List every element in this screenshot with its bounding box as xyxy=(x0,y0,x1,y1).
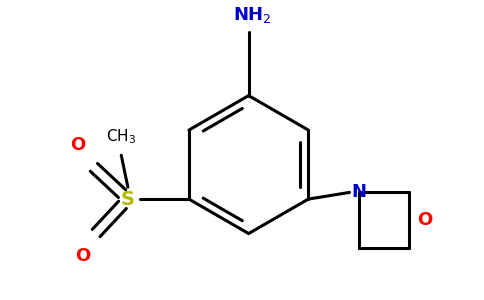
Text: S: S xyxy=(121,190,135,208)
Text: NH$_2$: NH$_2$ xyxy=(233,5,272,25)
Text: O: O xyxy=(417,211,432,229)
Text: O: O xyxy=(70,136,85,154)
Text: O: O xyxy=(75,247,91,265)
Text: N: N xyxy=(351,183,366,201)
Text: CH$_3$: CH$_3$ xyxy=(106,127,136,146)
